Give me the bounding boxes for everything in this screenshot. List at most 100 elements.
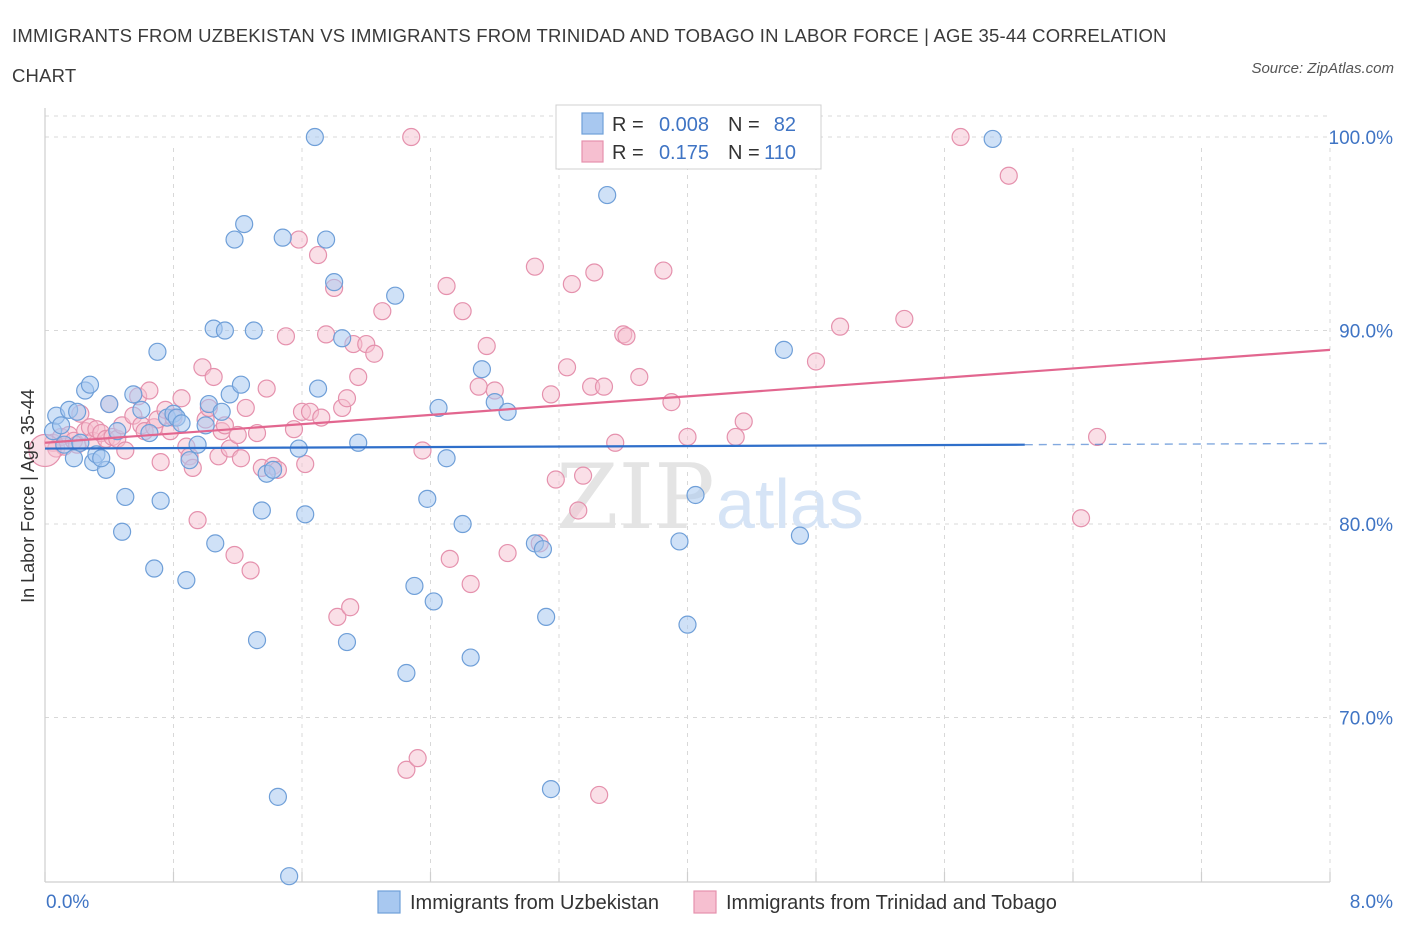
trinidad-point bbox=[734, 412, 753, 431]
stats-pink-r-label: R = bbox=[612, 142, 644, 164]
trinidad-point bbox=[231, 449, 251, 468]
trinidad-point bbox=[726, 427, 745, 447]
trinidad-point bbox=[546, 470, 565, 489]
trinidad-point bbox=[296, 454, 315, 474]
y-axis-title: In Labor Force | Age 35-44 bbox=[18, 389, 38, 603]
uzbekistan-trend-extension bbox=[1024, 442, 1331, 446]
trinidad-point bbox=[225, 545, 244, 565]
uzbekistan-point bbox=[247, 631, 267, 650]
uzbekistan-point bbox=[774, 340, 793, 359]
stats-blue-n-label: N = bbox=[728, 114, 760, 136]
trinidad-point bbox=[337, 389, 357, 408]
trinidad-point bbox=[594, 377, 614, 396]
stats-blue-n-value: 82 bbox=[774, 114, 796, 136]
trinidad-point bbox=[341, 598, 360, 617]
uzbekistan-point bbox=[678, 615, 697, 634]
uzbekistan-point bbox=[386, 286, 405, 305]
uzbekistan-point bbox=[316, 230, 336, 249]
trinidad-point bbox=[257, 379, 276, 398]
uzbekistan-point bbox=[537, 607, 556, 627]
trinidad-point bbox=[402, 127, 421, 147]
uzbekistan-point bbox=[983, 129, 1002, 149]
stats-pink-n-value: 110 bbox=[764, 142, 796, 164]
uzbekistan-point bbox=[148, 342, 167, 361]
x-tick-label-min: 0.0% bbox=[46, 892, 89, 913]
uzbekistan-point bbox=[180, 451, 199, 470]
uzbekistan-point bbox=[418, 489, 437, 508]
trinidad-point bbox=[562, 274, 581, 294]
uzbekistan-trend-line bbox=[44, 443, 1025, 450]
legend-trinidad-label: Immigrants from Trinidad and Tobago bbox=[726, 892, 1057, 914]
trinidad-point bbox=[140, 381, 159, 400]
watermark: ZIP atlas bbox=[556, 445, 864, 550]
uzbekistan-point bbox=[116, 487, 135, 507]
uzbekistan-point bbox=[235, 215, 254, 234]
uzbekistan-point bbox=[305, 127, 324, 147]
uzbekistan-point bbox=[108, 422, 127, 441]
uzbekistan-point bbox=[68, 402, 87, 421]
uzbekistan-point bbox=[541, 780, 561, 799]
trinidad-point bbox=[397, 760, 416, 779]
uzbekistan-point bbox=[151, 491, 170, 510]
trinidad-point bbox=[678, 427, 697, 447]
trinidad-point bbox=[573, 466, 593, 485]
uzbekistan-point bbox=[212, 402, 231, 421]
y-tick-label: 70.0% bbox=[1339, 709, 1393, 730]
trinidad-point bbox=[328, 607, 347, 627]
uzbekistan-point bbox=[140, 423, 159, 443]
uzbekistan-point bbox=[51, 416, 71, 435]
trinidad-point bbox=[289, 230, 308, 249]
trinidad-point bbox=[895, 309, 914, 329]
uzbekistan-point bbox=[405, 576, 424, 596]
trinidad-point bbox=[569, 501, 588, 520]
stats-pink-r-value: 0.175 bbox=[659, 142, 709, 164]
uzbekistan-point bbox=[132, 400, 151, 419]
uzbekistan-point bbox=[429, 398, 448, 418]
trinidad-point bbox=[630, 367, 649, 387]
trinidad-point bbox=[606, 433, 625, 452]
trinidad-point bbox=[461, 574, 480, 594]
uzbekistan-point bbox=[333, 329, 352, 348]
uzbekistan-point bbox=[349, 433, 368, 452]
legend-trinidad-swatch bbox=[693, 890, 717, 914]
uzbekistan-point bbox=[472, 360, 491, 379]
trinidad-trend-line bbox=[44, 348, 1331, 444]
trinidad-point bbox=[617, 327, 636, 346]
trinidad-point bbox=[999, 166, 1018, 185]
uzbekistan-point bbox=[337, 632, 357, 652]
trinidad-point bbox=[440, 549, 459, 568]
trinidad-point bbox=[830, 317, 850, 336]
uzbekistan-point bbox=[64, 449, 84, 468]
trinidad-point bbox=[316, 325, 336, 344]
uzbekistan-point bbox=[424, 592, 443, 611]
uzbekistan-point bbox=[268, 787, 288, 806]
trinidad-point bbox=[236, 398, 255, 418]
uzbekistan-point bbox=[206, 534, 225, 553]
trinidad-point bbox=[188, 511, 207, 530]
trinidad-point bbox=[365, 344, 384, 363]
uzbekistan-point bbox=[670, 532, 689, 551]
uzbekistan-point bbox=[461, 648, 480, 667]
trinidad-point bbox=[437, 276, 456, 296]
axes bbox=[44, 108, 1331, 883]
trinidad-point bbox=[1071, 509, 1091, 528]
trinidad-point bbox=[525, 257, 545, 276]
y-tick-label: 90.0% bbox=[1339, 322, 1393, 343]
trinidad-point bbox=[408, 749, 427, 768]
trinidad-point bbox=[116, 441, 135, 460]
uzbekistan-point bbox=[188, 435, 207, 454]
uzbekistan-point bbox=[225, 230, 244, 249]
trinidad-point bbox=[585, 263, 604, 282]
trend-lines bbox=[44, 348, 1331, 450]
uzbekistan-point bbox=[437, 449, 456, 468]
uzbekistan-point bbox=[280, 867, 299, 886]
trinidad-point bbox=[204, 367, 223, 387]
y-tick-label: 80.0% bbox=[1339, 515, 1393, 536]
trinidad-point bbox=[498, 543, 517, 563]
trinidad-point bbox=[151, 453, 170, 472]
uzbekistan-point bbox=[100, 394, 119, 414]
trinidad-point bbox=[541, 385, 561, 404]
uzbekistan-point bbox=[598, 185, 617, 205]
trinidad-point bbox=[241, 561, 260, 580]
